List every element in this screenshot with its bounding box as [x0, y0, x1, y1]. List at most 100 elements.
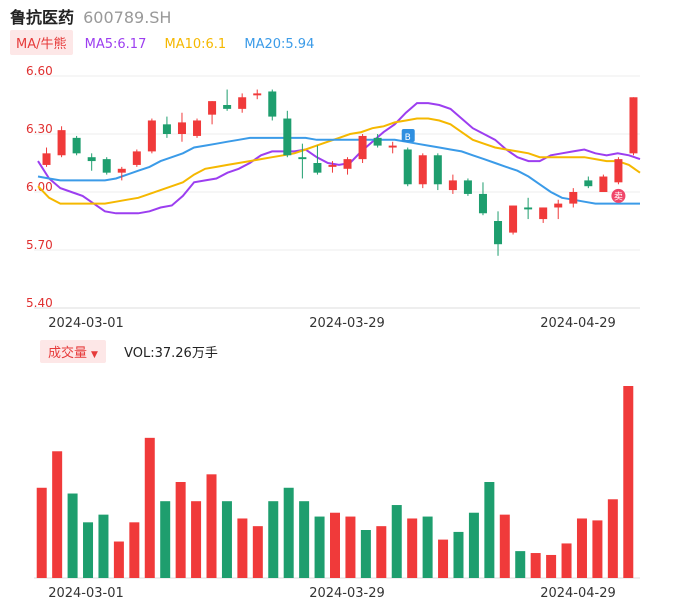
volume-bar: [206, 474, 217, 578]
volume-bar: [175, 482, 186, 578]
candle-body: [42, 153, 51, 165]
volume-bar: [422, 516, 433, 578]
candle-body: [599, 176, 608, 192]
volume-bar: [407, 518, 418, 578]
candle-body: [57, 130, 66, 156]
candle-body: [268, 91, 277, 117]
candle-body: [569, 192, 578, 204]
volume-bar: [268, 501, 279, 578]
volume-bar: [515, 551, 526, 578]
candle-body: [463, 180, 472, 194]
volume-bar: [160, 501, 171, 578]
candle-body: [584, 180, 593, 187]
volume-bar: [330, 512, 340, 578]
ma5-label: MA5:6.17: [84, 37, 147, 52]
volume-bar: [438, 539, 449, 578]
volume-bar: [345, 516, 356, 578]
volume-value: VOL:37.26万手: [124, 346, 218, 361]
volume-bar: [468, 512, 479, 578]
ma-indicator-bar: MA/牛熊 MA5:6.17 MA10:6.1 MA20:5.94: [10, 30, 315, 55]
volume-bar: [484, 482, 495, 578]
volume-bar: [129, 522, 140, 578]
volume-bar: [453, 531, 464, 578]
candle-body: [283, 118, 292, 156]
volume-bar: [221, 501, 232, 578]
volume-bar: [52, 451, 63, 578]
candle-body: [117, 168, 126, 173]
sell-marker-icon: [611, 188, 626, 203]
volume-bar: [237, 518, 248, 578]
candle-body: [358, 135, 367, 160]
candle-body: [524, 207, 533, 210]
volume-bar: [607, 499, 618, 578]
x-tick-label: 2024-03-29: [309, 586, 385, 601]
ma-line-ma5: [37, 102, 641, 215]
volume-bar: [191, 501, 202, 578]
volume-bar: [561, 543, 572, 578]
candle-body: [102, 159, 111, 173]
ma10-label: MA10:6.1: [164, 37, 227, 52]
candle-body: [343, 159, 352, 169]
candle-body: [313, 163, 322, 173]
volume-bar: [98, 514, 109, 578]
volume-selector-button[interactable]: 成交量 ▼: [40, 340, 106, 363]
candle-body: [162, 124, 171, 134]
volume-bar: [576, 518, 587, 578]
candle-body: [72, 137, 81, 154]
x-tick-label: 2024-03-01: [48, 316, 124, 331]
volume-bar: [113, 541, 124, 578]
volume-bar: [299, 501, 310, 578]
y-tick-label: 6.60: [26, 64, 53, 78]
candle-body: [177, 122, 186, 134]
candle-body: [614, 159, 623, 183]
x-tick-label: 2024-03-29: [309, 316, 385, 331]
buy-marker-icon: [401, 129, 415, 142]
candle-body: [388, 145, 397, 148]
ma-line-ma10: [37, 117, 641, 205]
y-tick-label: 6.30: [26, 122, 53, 136]
x-tick-label: 2024-04-29: [540, 316, 616, 331]
volume-selector-label: 成交量: [48, 346, 88, 361]
ma-line-ma20: [37, 136, 640, 205]
volume-bar: [530, 553, 541, 578]
volume-bar: [314, 516, 325, 578]
volume-bar: [391, 505, 402, 578]
candle-body: [253, 93, 262, 96]
volume-bar: [499, 514, 510, 578]
candle-body: [132, 151, 141, 165]
volume-bar: [360, 530, 371, 578]
sell-marker-label: 卖: [614, 191, 623, 202]
candle-body: [418, 155, 427, 185]
candle-body: [87, 157, 96, 162]
ma20-label: MA20:5.94: [244, 37, 315, 52]
candle-body: [328, 164, 337, 167]
candle-body: [147, 120, 156, 152]
stock-name: 鲁抗医药: [10, 8, 75, 27]
candle-body: [193, 120, 202, 136]
volume-bar: [36, 487, 47, 578]
volume-bar: [376, 526, 387, 578]
volume-bar: [83, 522, 94, 578]
y-tick-label: 5.70: [26, 238, 53, 252]
dropdown-arrow-icon: ▼: [91, 350, 98, 360]
volume-bar: [67, 493, 78, 578]
candle-body: [208, 101, 217, 115]
x-tick-label: 2024-03-01: [48, 586, 124, 601]
y-tick-label: 5.40: [26, 296, 53, 310]
ma-mode-button[interactable]: MA/牛熊: [10, 30, 73, 55]
volume-indicator-bar: 成交量 ▼ VOL:37.26万手: [40, 340, 218, 363]
stock-code: 600789.SH: [83, 8, 172, 27]
candle-body: [539, 207, 548, 220]
candle-body: [494, 221, 503, 245]
volume-bar: [546, 554, 557, 578]
x-tick-label: 2024-04-29: [540, 586, 616, 601]
candle-body: [629, 97, 638, 154]
volume-bar: [144, 437, 155, 578]
candle-body: [298, 157, 307, 160]
candle-body: [448, 180, 457, 191]
candle-body: [223, 105, 232, 109]
candle-body: [478, 193, 487, 214]
candle-body: [403, 149, 412, 185]
candle-body: [554, 203, 563, 208]
